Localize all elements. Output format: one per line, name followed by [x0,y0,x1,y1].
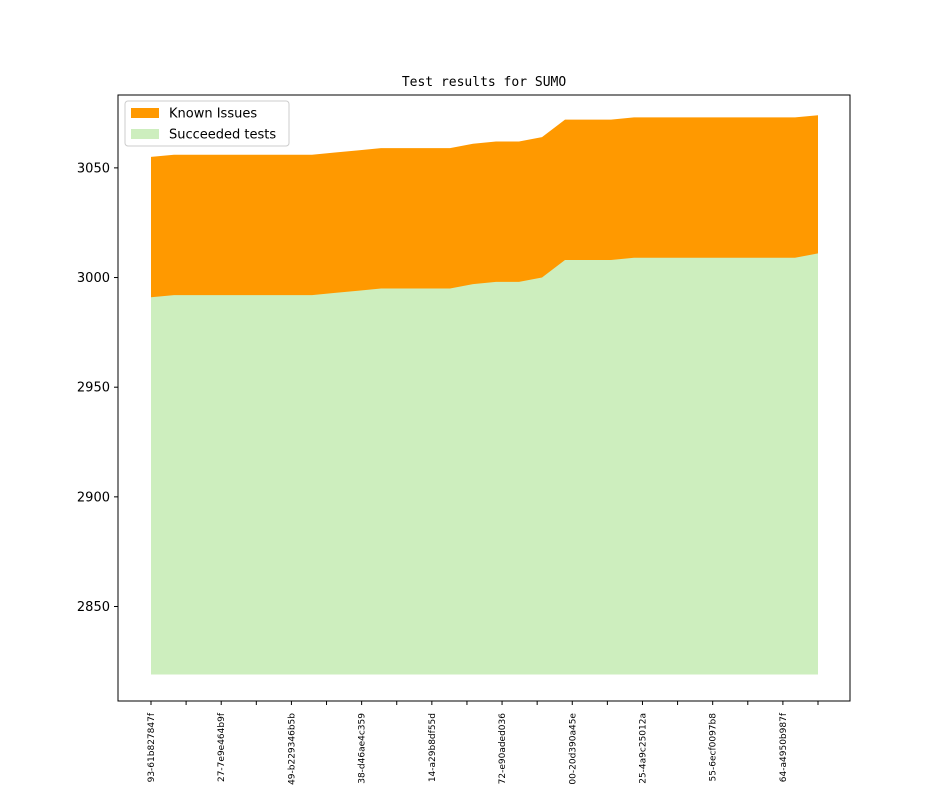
x-tick-label: 38-d46ae4c359 [358,713,368,784]
x-tick-label: 72-e90aded036 [498,713,508,785]
x-tick-label: 93-61b827847f [147,712,157,782]
plot-area [151,115,818,675]
y-tick-label: 3000 [77,271,110,286]
x-tick-label: 14-a29b8df55d [428,713,438,782]
y-axis: 2850 2900 2950 3000 3050 [77,161,118,615]
x-tick-label: 64-a4950b987f [779,712,789,782]
legend-label: Succeeded tests [169,128,276,143]
legend-swatch [131,108,159,118]
x-tick-label: 55-6ecf0097b8 [709,713,719,782]
plot-frame [117,94,851,702]
x-tick-label: 49-b229346b5b [287,713,297,785]
area-series-succeeded-tests [151,253,818,675]
legend-box [124,100,290,147]
legend: Known Issues Succeeded tests [124,100,290,147]
x-axis: 93-61b827847f 27-7e9e464b9f 49-b229346b5b 3… [147,701,819,785]
chart-title: Test results for SUMO [402,75,567,90]
x-tick-label: 25-4a9c25012a [638,713,648,784]
legend-swatch [131,129,159,139]
x-tick-label: 00-20d390a45e [568,713,578,785]
y-tick-label: 3050 [77,161,110,176]
legend-label: Known Issues [169,107,257,122]
y-tick-label: 2900 [77,490,110,505]
y-tick-label: 2850 [77,600,110,615]
y-tick-label: 2950 [77,381,110,396]
x-tick-label: 27-7e9e464b9f [217,712,227,782]
